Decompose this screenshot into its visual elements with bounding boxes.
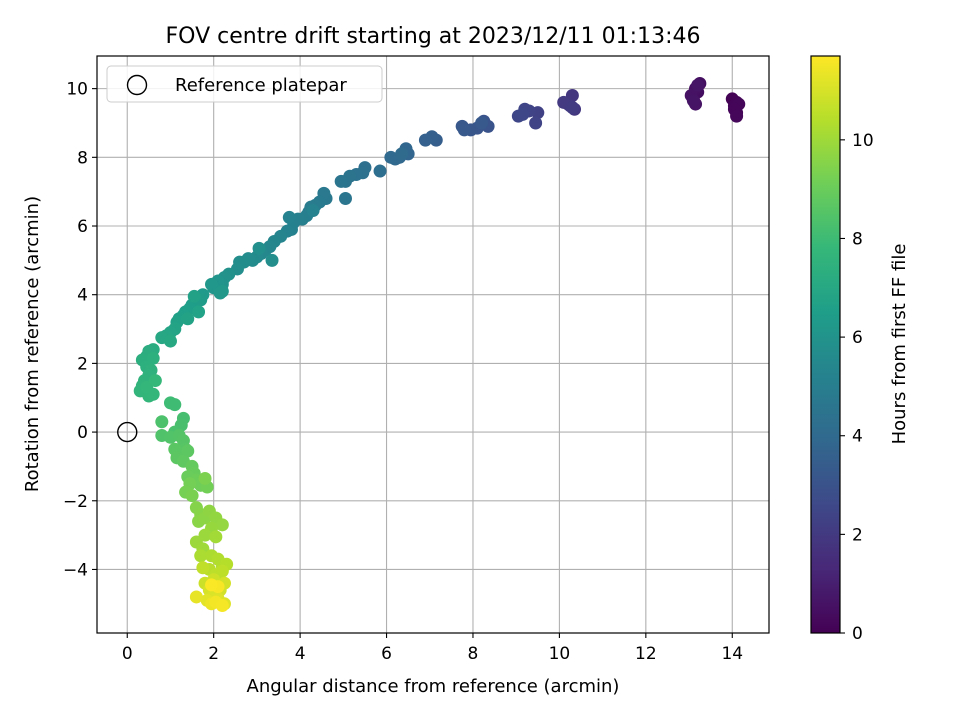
- x-tick-label: 4: [295, 644, 306, 664]
- colorbar-tick-label: 6: [852, 328, 863, 348]
- y-tick-label: 8: [77, 148, 88, 168]
- data-point: [185, 489, 199, 503]
- x-tick-label: 6: [381, 644, 392, 664]
- data-point: [691, 78, 705, 92]
- data-point: [198, 471, 212, 485]
- data-point: [196, 561, 210, 575]
- reference-point-marker: [117, 421, 138, 443]
- legend: Reference platepar: [106, 65, 383, 103]
- data-point: [282, 210, 296, 224]
- data-point: [194, 549, 208, 563]
- data-point: [265, 253, 279, 267]
- colorbar-tick-label: 10: [852, 131, 874, 151]
- data-point: [334, 174, 348, 188]
- data-point: [373, 164, 387, 178]
- x-tick-label: 10: [549, 644, 571, 664]
- y-ticks: −4 −2 0 2 4 6 8 10: [63, 80, 97, 580]
- data-point: [215, 599, 229, 613]
- data-point: [181, 444, 195, 458]
- y-tick-label: 10: [66, 80, 88, 100]
- data-point: [686, 94, 700, 108]
- colorbar-label: Hours from first FF file: [889, 244, 910, 445]
- data-point: [338, 192, 352, 206]
- data-point: [418, 133, 432, 147]
- plot-frame: [96, 55, 770, 634]
- data-point: [215, 564, 229, 578]
- data-point: [205, 277, 219, 291]
- y-tick-label: 0: [77, 423, 88, 443]
- chart-title: FOV centre drift starting at 2023/12/11 …: [166, 24, 701, 49]
- legend-marker: [126, 74, 148, 96]
- x-tick-label: 14: [721, 644, 743, 664]
- data-point: [187, 289, 201, 303]
- colorbar-tick-label: 4: [852, 427, 863, 447]
- data-point: [155, 415, 169, 429]
- legend-label: Reference platepar: [175, 75, 347, 96]
- data-points-layer: [133, 76, 746, 613]
- y-tick-label: −4: [63, 560, 88, 580]
- y-tick-label: 4: [77, 286, 88, 306]
- data-point: [395, 147, 409, 161]
- data-point: [205, 578, 219, 592]
- colorbar: 0 2 4 6 8 10 Hours from first FF file: [810, 55, 910, 644]
- x-axis-label: Angular distance from reference (arcmin): [247, 676, 620, 697]
- data-point: [565, 101, 579, 115]
- data-point: [252, 241, 266, 255]
- data-point: [209, 530, 223, 544]
- data-point: [189, 590, 203, 604]
- data-point: [516, 107, 530, 121]
- data-point: [475, 116, 489, 130]
- data-point: [148, 374, 162, 388]
- legend-box: [106, 65, 383, 103]
- data-point: [213, 286, 227, 300]
- y-tick-label: −2: [63, 492, 88, 512]
- y-axis-label: Rotation from reference (arcmin): [22, 196, 43, 492]
- y-tick-label: 2: [77, 354, 88, 374]
- data-point: [192, 305, 206, 319]
- data-point: [215, 518, 229, 532]
- colorbar-tick-label: 8: [852, 229, 863, 249]
- data-point: [730, 109, 744, 123]
- x-tick-label: 12: [635, 644, 657, 664]
- grid-layer: [97, 56, 769, 633]
- data-point: [529, 116, 543, 130]
- colorbar-gradient: [810, 55, 841, 634]
- y-tick-label: 6: [77, 217, 88, 237]
- x-tick-label: 2: [208, 644, 219, 664]
- data-point: [181, 312, 195, 326]
- data-point: [384, 150, 398, 164]
- data-point: [163, 334, 177, 348]
- data-point: [168, 398, 182, 412]
- reference-layer: [117, 421, 138, 443]
- colorbar-ticks: 0 2 4 6 8 10: [840, 131, 874, 644]
- data-point: [306, 204, 320, 218]
- colorbar-tick-label: 2: [852, 525, 863, 545]
- x-tick-label: 8: [468, 644, 479, 664]
- x-tick-label: 0: [122, 644, 133, 664]
- data-point: [457, 123, 471, 137]
- colorbar-tick-label: 0: [852, 624, 863, 644]
- x-ticks: 0 2 4 6 8 10 12 14: [122, 633, 743, 664]
